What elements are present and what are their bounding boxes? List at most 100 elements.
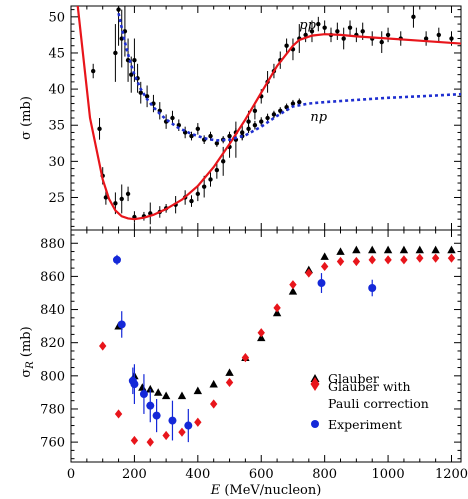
legend-marker-pauli	[310, 377, 320, 391]
np-data-point	[113, 50, 118, 56]
pauli-point	[336, 256, 345, 267]
top-ytick-label: 30	[48, 155, 65, 170]
pauli-point	[416, 253, 424, 263]
experiment-point	[112, 255, 121, 264]
pp-data-point	[322, 25, 327, 30]
pp-data-point	[309, 29, 315, 34]
np-data-point	[208, 133, 213, 139]
experiment-point	[184, 421, 193, 430]
legend-label-experiment: Experiment	[328, 417, 402, 432]
pauli-point	[210, 399, 218, 409]
np-data-point	[214, 141, 220, 146]
pp-data-point	[119, 196, 124, 202]
bottom-ytick-label: 880	[40, 237, 65, 252]
bottom-panel: 760 780 800 820 840 860 880 0 200 400 600 800 1000 12…	[19, 229, 468, 498]
np-data-point	[144, 94, 150, 99]
experiment-point	[117, 320, 126, 329]
bottom-ytick-label: 760	[40, 436, 65, 451]
pauli-point	[146, 437, 154, 447]
experiment-point	[130, 380, 139, 389]
bottom-y-axis-label: σR (mb)	[19, 326, 36, 377]
bottom-xtick-label: 800	[312, 467, 337, 482]
pp-data-point	[195, 191, 201, 197]
glauber-point	[336, 247, 345, 255]
pauli-point	[368, 255, 376, 265]
bottom-ytick-label: 780	[40, 402, 65, 417]
annotation-np: np	[310, 110, 327, 125]
pp-data-point	[90, 68, 96, 74]
experiment-point	[317, 279, 326, 288]
np-data-point	[290, 101, 296, 106]
bottom-panel-frame	[70, 229, 462, 463]
glauber-point	[153, 388, 163, 396]
annotation-pp: pp	[299, 18, 316, 33]
glauber-point	[288, 287, 298, 295]
top-ytick-label: 50	[48, 10, 65, 25]
top-axes: 25 30 35 40 45 50	[48, 6, 461, 230]
pp-data-point	[246, 119, 251, 124]
np-curve	[117, 12, 461, 142]
np-data-point	[265, 115, 270, 121]
pauli-point	[194, 417, 202, 427]
np-data-point	[170, 115, 175, 121]
pp-data-point	[201, 184, 207, 189]
top-panel: 25 30 35 40 45 50 σ (mb) pp np	[19, 5, 462, 231]
experiment-point	[139, 390, 148, 399]
legend-label-pauli-line1: Glauber with	[328, 379, 411, 394]
pauli-point	[320, 261, 329, 272]
pp-data-point	[347, 25, 353, 30]
np-data-point	[129, 72, 134, 77]
glauber-point	[352, 245, 361, 254]
pp-data-point	[125, 191, 131, 197]
bottom-xtick-label: 0	[67, 467, 75, 482]
experiment-point	[368, 284, 377, 292]
pp-curve	[76, 6, 461, 221]
pauli-point	[447, 253, 456, 263]
pauli-point	[162, 430, 170, 441]
np-data-point	[297, 99, 302, 105]
glauber-point	[138, 383, 147, 391]
top-y-axis-label: σ (mb)	[19, 96, 34, 140]
pp-data-point	[97, 126, 102, 132]
top-ytick-label: 40	[48, 83, 65, 98]
top-ytick-label: 25	[48, 191, 65, 206]
np-data-point	[132, 57, 137, 63]
np-data-point	[138, 90, 143, 95]
bottom-ytick-label: 800	[40, 369, 65, 384]
pp-data-point	[214, 167, 220, 173]
pp-data-point	[360, 29, 365, 34]
glauber-point	[193, 386, 203, 395]
pp-data-point	[411, 14, 416, 20]
bottom-ytick-label: 860	[40, 270, 65, 285]
pp-data-point	[303, 32, 308, 38]
bottom-plot-area	[99, 245, 456, 447]
pp-data-point	[316, 21, 321, 27]
np-data-point	[252, 123, 258, 128]
pauli-point	[384, 255, 392, 265]
pauli-point	[241, 353, 250, 363]
legend: Glauber Glauber with Pauli correction Ex…	[310, 371, 429, 432]
np-data-point	[116, 7, 121, 12]
glauber-point	[225, 368, 234, 376]
top-clip-group	[76, 6, 461, 225]
glauber-point	[415, 245, 424, 254]
experiment-point	[168, 416, 177, 425]
pp-data-point	[284, 43, 289, 48]
pp-data-point	[385, 32, 391, 38]
glauber-point	[177, 391, 187, 400]
pp-data-point	[189, 198, 194, 204]
glauber-point	[320, 252, 329, 260]
pp-data-point	[341, 36, 346, 41]
bottom-xtick-label: 1000	[372, 467, 405, 482]
np-data-point	[259, 119, 264, 124]
pp-data-point	[220, 159, 226, 164]
pauli-point	[130, 435, 139, 446]
pp-data-point	[423, 36, 429, 41]
pp-data-point	[379, 39, 384, 45]
pauli-point	[114, 409, 123, 419]
top-ytick-label: 45	[48, 46, 65, 61]
pauli-point	[225, 377, 234, 388]
pp-data-point	[252, 108, 258, 113]
pp-data-point	[436, 32, 442, 38]
